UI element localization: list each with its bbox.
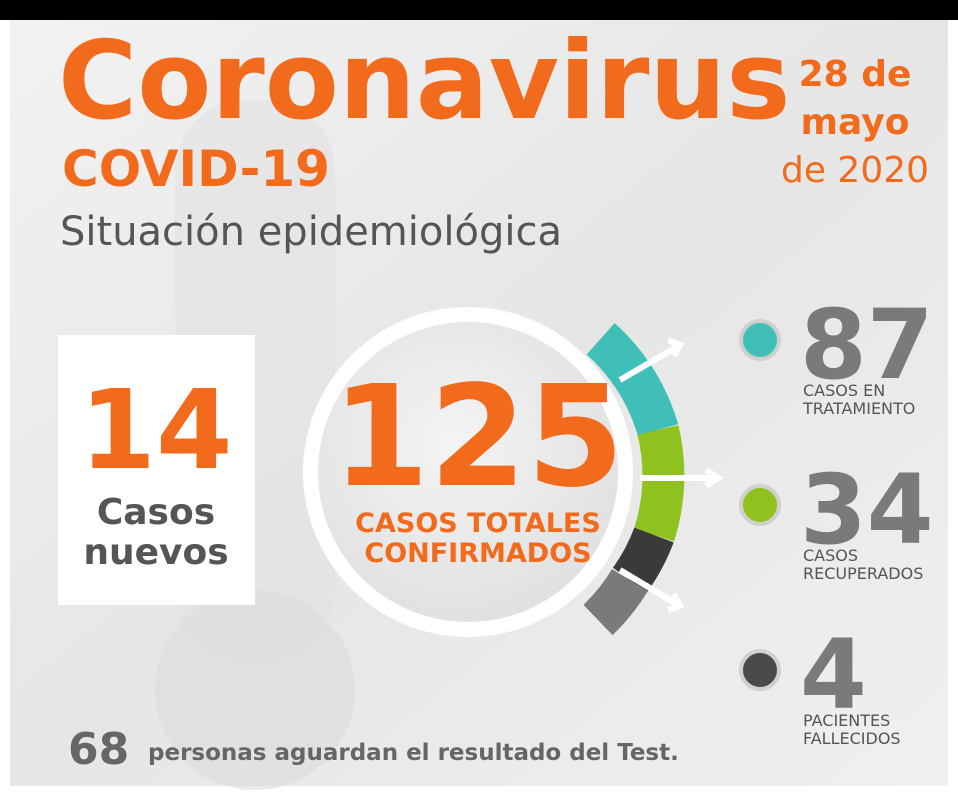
ring-segment [630,535,654,580]
ring-segment [654,430,663,535]
footer-text: personas aguardan el resultado del Test. [148,740,679,766]
stat-dot [741,321,779,359]
subtitle: COVID-19 [62,140,330,198]
stat-label: CASOS [803,546,858,565]
stat-dot [741,486,779,524]
stat-dot [741,651,779,689]
infographic: Coronavirus COVID-19 Situación epidemiol… [0,0,958,796]
stat-label: CASOS EN [803,381,885,400]
total-label: CONFIRMADOS [364,538,591,569]
ring-segment [598,580,630,620]
title: Coronavirus [58,19,791,144]
new-cases-label: Casos [97,492,215,533]
footer-value: 68 [68,724,129,775]
stat-label: RECUPERADOS [803,564,923,583]
total-label: CASOS TOTALES [355,508,601,539]
date-line: 28 de [799,54,912,95]
description: Situación epidemiológica [60,209,562,255]
total-value: 125 [332,356,624,519]
top-bar [0,0,958,20]
stat-label: PACIENTES [803,711,890,730]
stat-label: FALLECIDOS [803,729,901,748]
new-cases-value: 14 [79,366,232,494]
date-line: mayo [801,102,910,143]
date-line: de 2020 [781,150,929,191]
stat-label: TRATAMIENTO [802,399,915,418]
new-cases-label: nuevos [83,532,228,573]
